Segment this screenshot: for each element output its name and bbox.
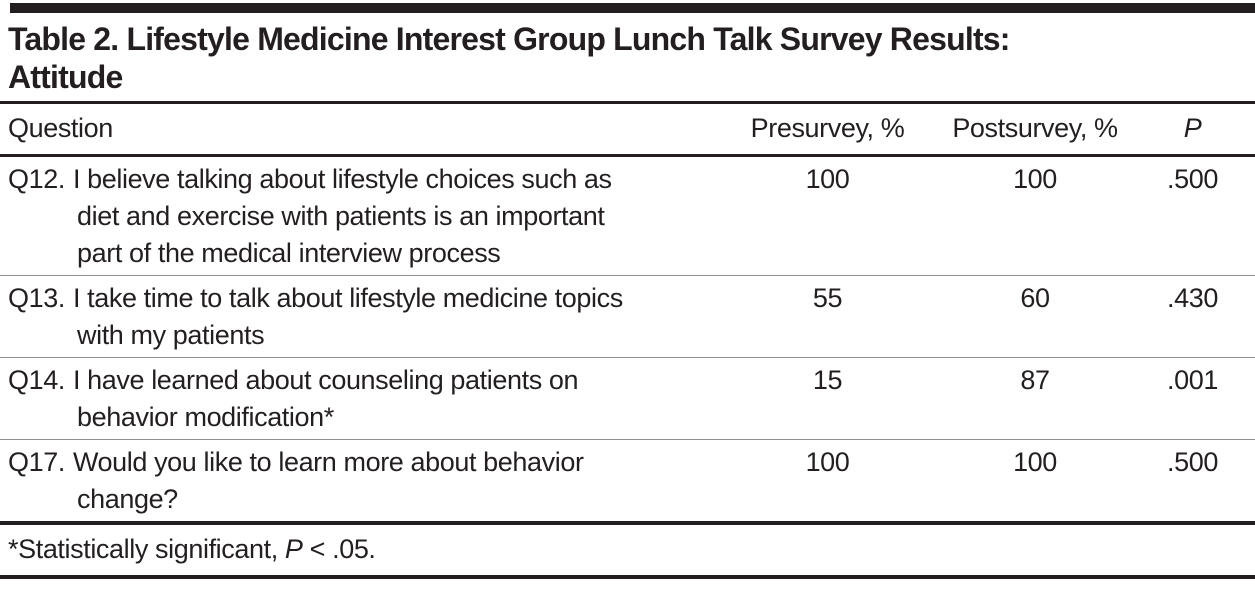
question-continuation-line: change? [77,484,178,514]
table-row-q13: Q13. I take time to talk about lifestyle … [0,276,1255,358]
question-first-line: Q12. I believe talking about lifestyle ch… [8,161,715,198]
question-continuation-line: with my patients [77,320,265,350]
footnote: *Statistically significant, P < .05. [0,525,1255,579]
top-divider-bar [10,3,1255,13]
footnote-text-suffix: < .05. [302,534,376,564]
question-cell: Q13. I take time to talk about lifestyle … [0,276,715,358]
presurvey-value: 100 [805,447,850,477]
column-header-presurvey: Presurvey, % [750,113,905,143]
column-header-postsurvey: Postsurvey, % [952,113,1118,143]
p-value: .500 [1167,447,1218,477]
survey-results-table: Question Presurvey, % Postsurvey, % P Q1… [0,101,1255,525]
question-first-line: Q17. Would you like to learn more about b… [8,444,715,481]
column-header-question: Question [8,113,113,143]
question-cell: Q17. Would you like to learn more about b… [0,440,715,524]
column-header-p-value: P [1183,113,1202,143]
presurvey-value: 55 [812,283,843,313]
question-number: Q13. [8,283,65,313]
table-row-q12: Q12. I believe talking about lifestyle ch… [0,156,1255,276]
table-row-q14: Q14. I have learned about counseling pati… [0,358,1255,440]
postsurvey-value: 100 [1013,447,1057,477]
postsurvey-value: 100 [1013,164,1057,194]
postsurvey-value: 60 [1020,283,1050,313]
question-number: Q12. [8,164,65,194]
question-text: Would you like to learn more about behav… [72,447,584,477]
p-value: .430 [1167,283,1218,313]
table-title-line-2: Attitude [8,59,123,95]
p-value: .001 [1167,365,1218,395]
question-continuation-line: diet and exercise with patients is an im… [77,201,605,231]
question-text: I have learned about counseling patients… [72,365,579,395]
question-text: I believe talking about lifestyle choice… [72,164,612,194]
question-cell: Q14. I have learned about counseling pati… [0,358,715,440]
table-title: Table 2. Lifestyle Medicine Interest Gro… [0,20,1255,96]
presurvey-value: 15 [812,365,843,395]
footnote-p-symbol: P [284,534,303,564]
question-number: Q14. [8,365,65,395]
table-row-q17: Q17. Would you like to learn more about b… [0,440,1255,524]
table-figure-page: Table 2. Lifestyle Medicine Interest Gro… [0,3,1255,589]
p-value: .500 [1167,164,1218,194]
question-first-line: Q14. I have learned about counseling pati… [8,362,715,399]
question-cell: Q12. I believe talking about lifestyle ch… [0,156,715,276]
question-continuation-line: part of the medical interview process [77,238,501,268]
question-number: Q17. [8,447,65,477]
table-title-line-1: Table 2. Lifestyle Medicine Interest Gro… [8,21,1010,57]
question-first-line: Q13. I take time to talk about lifestyle … [8,280,715,317]
question-text: I take time to talk about lifestyle medi… [72,283,623,313]
footnote-text-prefix: *Statistically significant, [8,534,285,564]
header-row: Question Presurvey, % Postsurvey, % P [0,103,1255,156]
presurvey-value: 100 [805,164,850,194]
question-continuation-line: behavior modification* [77,402,334,432]
postsurvey-value: 87 [1020,365,1050,395]
